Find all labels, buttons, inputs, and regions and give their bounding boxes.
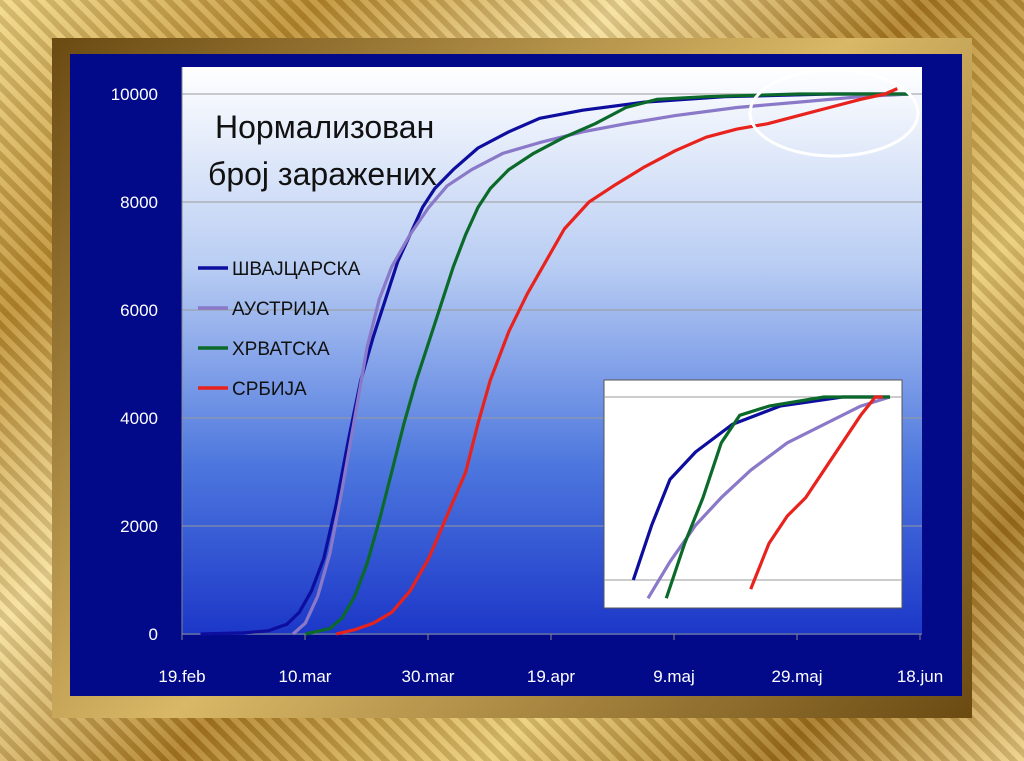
x-tick-label: 29.maj (771, 667, 822, 686)
legend-label: АУСТРИЈА (232, 299, 329, 320)
y-tick-label: 4000 (120, 409, 158, 428)
chart-title-line1: Нормализован (215, 109, 434, 145)
y-tick-label: 10000 (111, 85, 158, 104)
inset-panel (603, 379, 903, 609)
legend-label: ШВАЈЦАРСКА (232, 259, 361, 280)
x-tick-label: 19.apr (527, 667, 576, 686)
y-tick-label: 6000 (120, 301, 158, 320)
inset-series-line (749, 395, 883, 590)
x-tick-label: 18.jun (897, 667, 943, 686)
series-line (200, 92, 910, 636)
y-tick-label: 2000 (120, 517, 158, 536)
y-tick-label: 0 (149, 625, 158, 644)
highlight-ellipse (748, 68, 920, 158)
legend-label: СРБИЈА (232, 379, 307, 400)
legend-label: ХРВАТСКА (232, 339, 330, 360)
y-tick-label: 8000 (120, 193, 158, 212)
inset-series-line (664, 395, 890, 599)
inset-series-line (646, 395, 891, 600)
x-tick-label: 10.mar (279, 667, 332, 686)
series-line (335, 87, 898, 636)
x-tick-label: 19.feb (158, 667, 205, 686)
series-line (304, 92, 910, 636)
series-line (291, 92, 910, 636)
chart-title-line2: број заражених (208, 156, 437, 192)
x-tick-label: 9.maj (653, 667, 695, 686)
x-tick-label: 30.mar (402, 667, 455, 686)
